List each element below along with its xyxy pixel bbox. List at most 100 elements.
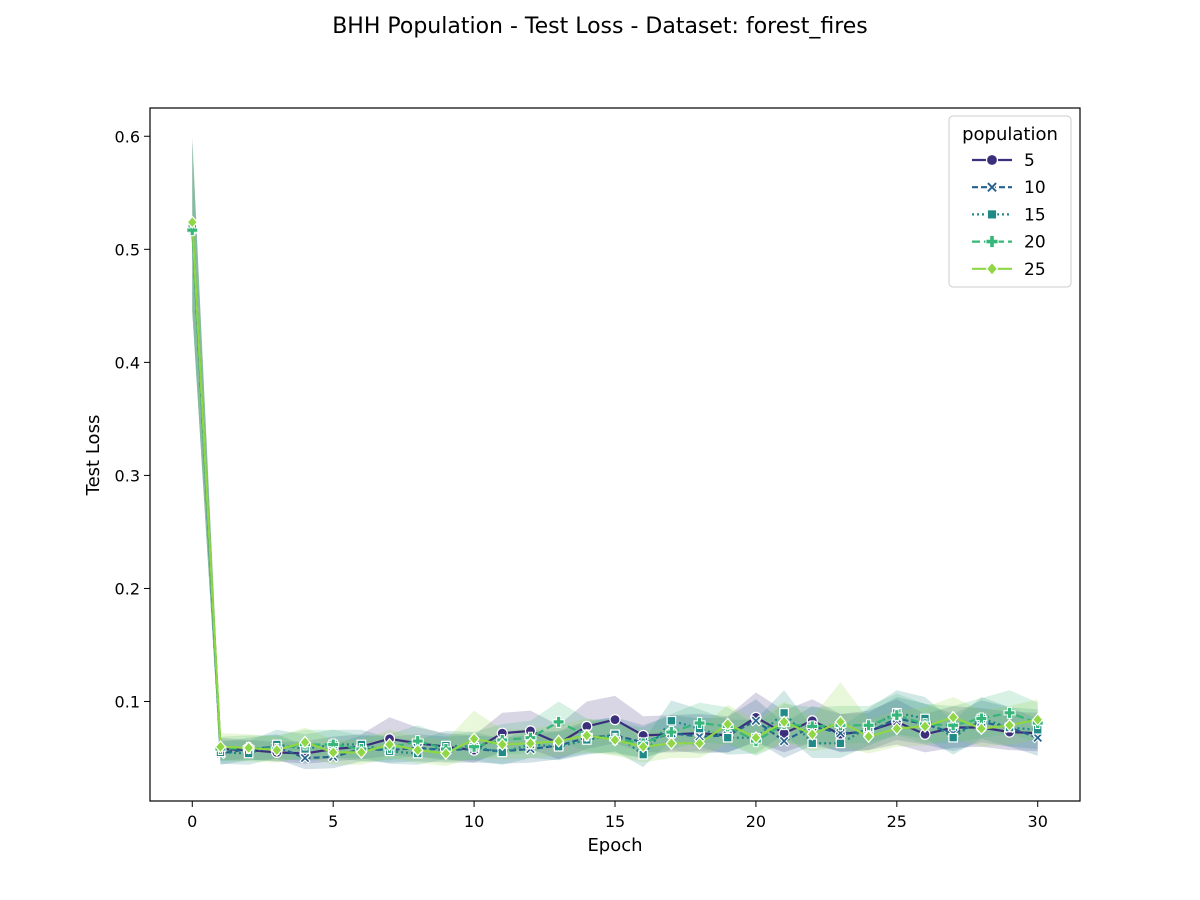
point-population-25-epoch-8 — [411, 743, 424, 757]
ci-band-population-25 — [192, 138, 1038, 766]
point-population-20-epoch-27 — [947, 719, 960, 732]
x-tick-label-5: 5 — [328, 812, 338, 831]
legend-marker-20 — [985, 235, 999, 249]
point-population-20-epoch-18 — [693, 716, 706, 729]
point-population-20-epoch-10 — [468, 740, 481, 753]
point-population-20-epoch-17 — [665, 726, 678, 739]
legend: population 5 10 15 20 25 — [948, 115, 1072, 288]
point-population-25-epoch-21 — [778, 715, 790, 729]
x-tick-label-10: 10 — [464, 812, 484, 831]
point-population-20-epoch-24 — [862, 719, 875, 732]
point-population-20-epoch-29 — [1003, 706, 1016, 719]
point-population-20-epoch-28 — [975, 712, 988, 725]
point-population-25-epoch-3 — [271, 743, 283, 757]
line-population-20 — [191, 230, 1039, 751]
y-tick-label-0.4: 0.4 — [115, 353, 140, 372]
legend-entry-25: 25 — [972, 260, 1046, 280]
y-tick-label-0.3: 0.3 — [115, 466, 140, 485]
point-population-25-epoch-29 — [1003, 718, 1016, 732]
x-tick-label-30: 30 — [1028, 812, 1048, 831]
point-population-25-epoch-19 — [721, 717, 734, 731]
point-population-25-epoch-16 — [637, 740, 649, 754]
point-population-25-epoch-15 — [609, 733, 621, 747]
legend-marker-10 — [985, 180, 999, 194]
point-population-25-epoch-6 — [355, 745, 368, 760]
x-tick-label-20: 20 — [746, 812, 766, 831]
point-population-10-epoch-20 — [750, 715, 762, 727]
point-population-25-epoch-24 — [862, 729, 875, 744]
point-population-15-epoch-27 — [948, 732, 959, 743]
legend-label-10: 10 — [1024, 178, 1046, 198]
y-tick-label-0.6: 0.6 — [115, 127, 140, 146]
point-population-20-epoch-13 — [552, 715, 565, 728]
line-population-15 — [191, 226, 1038, 756]
ci-band-population-5 — [192, 136, 1038, 764]
point-population-25-epoch-13 — [552, 734, 565, 748]
legend-entry-10: 10 — [972, 178, 1046, 198]
x-axis-ticks: 0 5 10 15 20 25 30 — [187, 801, 1048, 831]
point-population-25-epoch-23 — [834, 715, 847, 729]
point-population-25-epoch-2 — [242, 741, 255, 755]
point-population-15-epoch-23 — [835, 738, 846, 749]
point-population-25-epoch-14 — [581, 728, 593, 743]
line-population-10 — [191, 228, 1039, 760]
point-population-25-epoch-10 — [468, 732, 480, 746]
series-markers — [186, 215, 1044, 764]
point-population-15-epoch-19 — [722, 732, 733, 743]
y-tick-label-0.5: 0.5 — [115, 240, 140, 259]
ci-band-population-20 — [192, 145, 1038, 762]
legend-items: 5 10 15 20 25 — [972, 151, 1046, 280]
y-tick-label-0.2: 0.2 — [115, 579, 140, 598]
point-population-25-epoch-11 — [496, 737, 509, 752]
point-population-10-epoch-21 — [778, 735, 790, 747]
point-population-25-epoch-17 — [665, 736, 678, 751]
ci-band-population-15 — [192, 139, 1038, 768]
point-population-25-epoch-20 — [750, 731, 762, 745]
x-tick-label-15: 15 — [605, 812, 625, 831]
point-population-25-epoch-9 — [440, 746, 452, 761]
line-population-5 — [191, 224, 1038, 755]
x-tick-label-0: 0 — [187, 812, 197, 831]
confidence-bands — [192, 136, 1038, 770]
point-population-25-epoch-0 — [186, 215, 199, 229]
point-population-15-epoch-17 — [666, 715, 677, 726]
legend-marker-15 — [986, 209, 998, 220]
legend-entry-5: 5 — [972, 151, 1035, 171]
point-population-25-epoch-28 — [975, 721, 988, 736]
point-population-25-epoch-25 — [891, 721, 903, 736]
ci-band-population-10 — [192, 141, 1038, 770]
legend-box — [948, 115, 1072, 288]
x-axis-label: Epoch — [587, 835, 642, 856]
point-population-25-epoch-27 — [947, 710, 959, 725]
line-population-25 — [191, 222, 1038, 755]
point-population-10-epoch-30 — [1032, 731, 1044, 744]
y-tick-label-0.1: 0.1 — [115, 693, 140, 712]
point-population-25-epoch-4 — [299, 735, 311, 749]
x-tick-label-25: 25 — [887, 812, 907, 831]
legend-title: population — [962, 124, 1058, 145]
legend-entry-20: 20 — [972, 233, 1046, 253]
legend-label-25: 25 — [1024, 260, 1046, 280]
legend-label-15: 15 — [1024, 205, 1046, 225]
y-axis-ticks: 0.1 0.2 0.3 0.4 0.5 0.6 — [115, 127, 150, 712]
legend-label-5: 5 — [1024, 151, 1035, 171]
legend-entry-15: 15 — [972, 205, 1046, 225]
point-population-25-epoch-26 — [919, 719, 931, 734]
point-population-25-epoch-18 — [693, 736, 706, 751]
point-population-25-epoch-1 — [214, 740, 227, 754]
point-population-25-epoch-12 — [524, 736, 537, 751]
point-population-5-epoch-15 — [609, 714, 621, 726]
series-lines — [191, 222, 1039, 760]
point-population-10-epoch-4 — [299, 752, 311, 764]
point-population-25-epoch-22 — [806, 727, 819, 741]
point-population-20-epoch-0 — [186, 224, 199, 237]
y-axis-label: Test Loss — [83, 415, 104, 497]
point-population-25-epoch-5 — [327, 745, 339, 760]
legend-marker-25 — [985, 261, 999, 277]
legend-label-20: 20 — [1024, 233, 1046, 253]
legend-marker-5 — [985, 153, 999, 167]
point-population-20-epoch-25 — [890, 709, 903, 722]
point-population-25-epoch-30 — [1031, 712, 1044, 727]
chart-title: BHH Population - Test Loss - Dataset: fo… — [332, 14, 868, 39]
